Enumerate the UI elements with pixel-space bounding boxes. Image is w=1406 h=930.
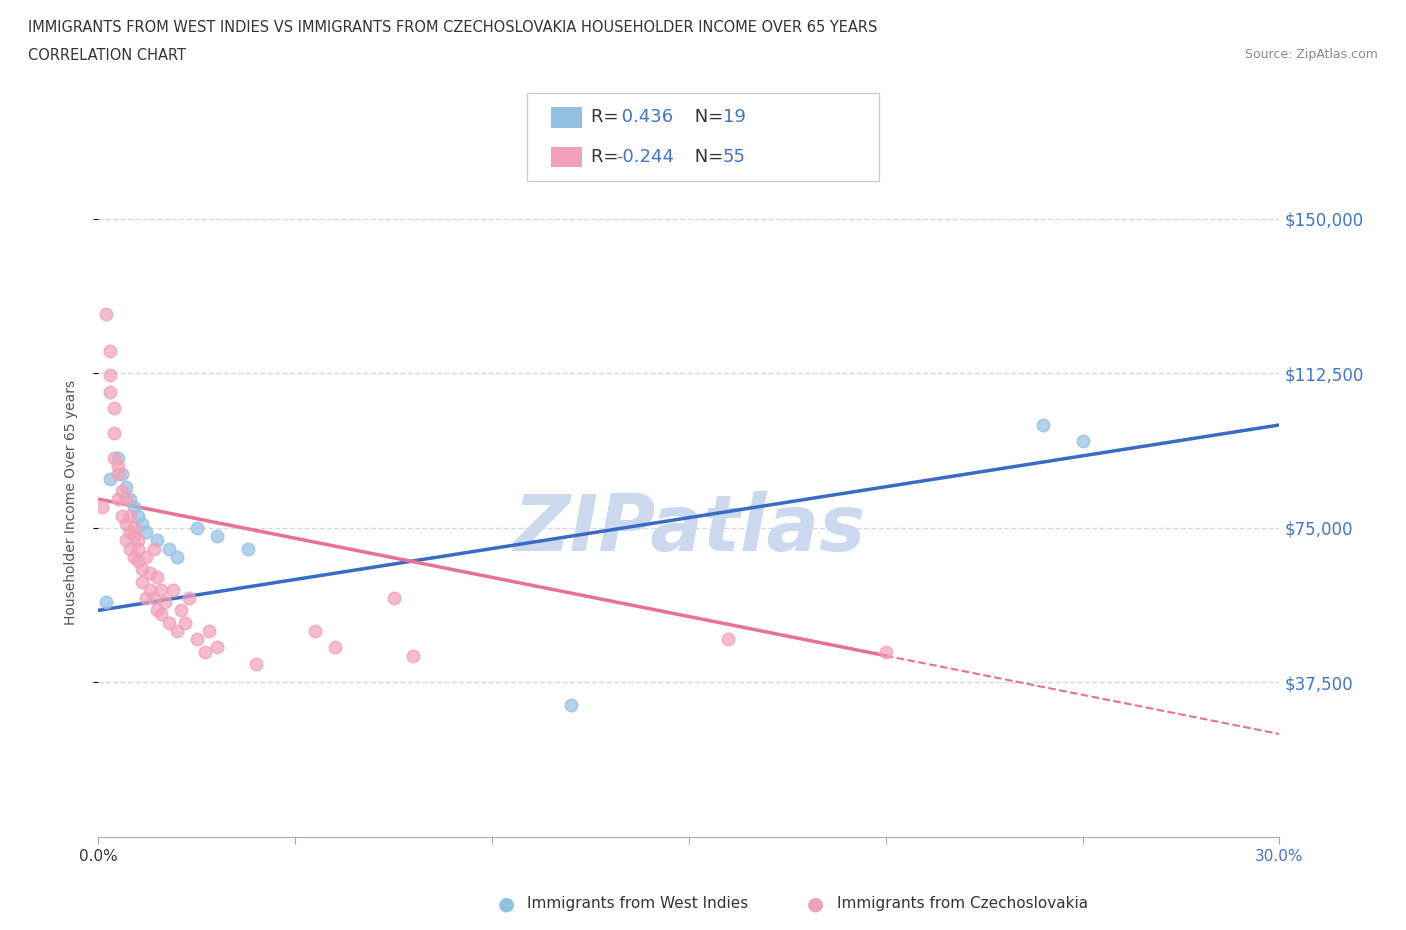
Point (138, 565, 160, 580)
Point (236, 541, 259, 556)
Point (402, 648, 425, 663)
Point (177, 591, 200, 605)
Text: 55: 55 (723, 148, 745, 166)
Point (197, 623, 219, 638)
Point (205, 640, 228, 655)
Point (103, 426, 125, 441)
Point (131, 574, 153, 589)
Text: IMMIGRANTS FROM WEST INDIES VS IMMIGRANTS FROM CZECHOSLOVAKIA HOUSEHOLDER INCOME: IMMIGRANTS FROM WEST INDIES VS IMMIGRANT… (28, 20, 877, 35)
Point (157, 616, 180, 631)
Point (150, 582, 173, 597)
Point (170, 603, 193, 618)
Point (107, 458, 129, 473)
Point (131, 516, 153, 531)
Text: N=: N= (689, 109, 728, 126)
Point (717, 631, 740, 646)
Point (166, 623, 188, 638)
Point (122, 529, 145, 544)
Point (382, 591, 405, 605)
Point (157, 541, 180, 556)
Point (115, 533, 138, 548)
Point (98, 384, 121, 399)
Point (115, 516, 138, 531)
Point (162, 582, 184, 597)
Text: 19: 19 (723, 109, 745, 126)
Text: Immigrants from West Indies: Immigrants from West Indies (527, 897, 748, 911)
Point (118, 525, 141, 539)
Point (127, 541, 149, 556)
Text: CORRELATION CHART: CORRELATION CHART (28, 48, 186, 63)
Point (127, 533, 149, 548)
Point (111, 467, 134, 482)
Y-axis label: Householder Income Over 65 years: Householder Income Over 65 years (63, 379, 77, 625)
Text: 0.436: 0.436 (616, 109, 673, 126)
Point (96, 594, 118, 609)
Text: ●: ● (807, 895, 824, 913)
Point (122, 550, 145, 565)
Point (122, 500, 145, 515)
Point (560, 698, 582, 712)
Point (245, 657, 267, 671)
Point (135, 550, 157, 565)
Point (103, 450, 125, 465)
Point (131, 562, 153, 577)
Point (1032, 418, 1054, 432)
Point (142, 541, 165, 556)
Point (186, 521, 208, 536)
Point (98, 368, 121, 383)
Text: ●: ● (498, 895, 515, 913)
Point (142, 591, 165, 605)
Point (135, 591, 157, 605)
Point (875, 644, 897, 659)
Point (127, 553, 149, 568)
Point (146, 533, 169, 548)
Text: Source: ZipAtlas.com: Source: ZipAtlas.com (1244, 48, 1378, 61)
Point (174, 616, 197, 631)
Point (194, 644, 217, 659)
Point (111, 484, 134, 498)
Point (91, 500, 114, 515)
Point (107, 492, 129, 507)
Point (127, 508, 149, 523)
Point (115, 479, 138, 494)
Point (111, 508, 134, 523)
Point (1071, 434, 1094, 449)
Point (118, 492, 141, 507)
Point (107, 467, 129, 482)
Point (146, 603, 169, 618)
Text: R=: R= (591, 148, 624, 166)
Point (135, 525, 157, 539)
Point (205, 529, 228, 544)
Point (115, 492, 138, 507)
Point (150, 607, 173, 622)
Point (96, 306, 118, 321)
Point (98, 343, 121, 358)
Point (118, 508, 141, 523)
Point (166, 550, 188, 565)
Point (155, 594, 177, 609)
Point (98, 472, 121, 486)
Point (138, 582, 160, 597)
Point (146, 570, 169, 585)
Point (103, 401, 125, 416)
Text: N=: N= (689, 148, 728, 166)
Point (122, 521, 145, 536)
Point (323, 640, 346, 655)
Point (304, 623, 326, 638)
Point (186, 631, 208, 646)
Point (107, 450, 129, 465)
Text: Immigrants from Czechoslovakia: Immigrants from Czechoslovakia (837, 897, 1088, 911)
Text: ZIPatlas: ZIPatlas (513, 491, 865, 567)
Text: -0.244: -0.244 (616, 148, 673, 166)
Text: R=: R= (591, 109, 624, 126)
Point (118, 541, 141, 556)
